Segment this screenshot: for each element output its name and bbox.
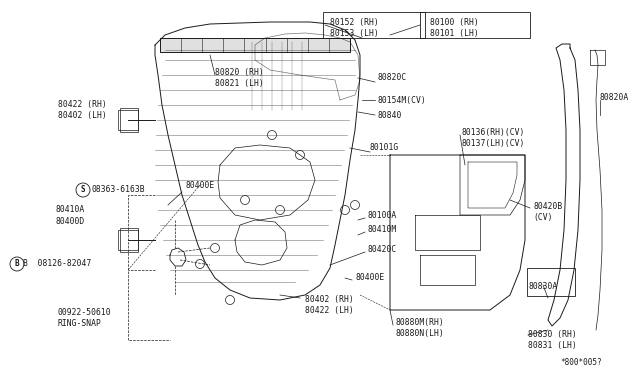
- Text: 80154M(CV): 80154M(CV): [378, 96, 427, 105]
- Bar: [118, 110, 138, 130]
- Bar: [323, 12, 425, 38]
- Text: 80830 (RH)
80831 (LH): 80830 (RH) 80831 (LH): [528, 330, 577, 350]
- Text: 80420C: 80420C: [368, 246, 397, 254]
- Text: 00922-50610
RING-SNAP: 00922-50610 RING-SNAP: [58, 308, 111, 328]
- Text: 80420B
(CV): 80420B (CV): [533, 202, 563, 222]
- Text: 80820 (RH)
80821 (LH): 80820 (RH) 80821 (LH): [215, 68, 264, 88]
- Text: 80402 (RH)
80422 (LH): 80402 (RH) 80422 (LH): [305, 295, 354, 315]
- Text: 80410M: 80410M: [368, 225, 397, 234]
- Text: 80136(RH)(CV)
80137(LH)(CV): 80136(RH)(CV) 80137(LH)(CV): [462, 128, 525, 148]
- Text: 80400D: 80400D: [55, 218, 84, 227]
- Text: 80840: 80840: [378, 110, 403, 119]
- Text: 80820A: 80820A: [600, 93, 629, 103]
- Bar: [527, 268, 575, 296]
- Bar: [120, 228, 138, 252]
- Bar: [120, 108, 138, 132]
- Text: B: B: [15, 260, 19, 269]
- Text: 80100A: 80100A: [368, 211, 397, 219]
- Text: 80400E: 80400E: [185, 180, 214, 189]
- Text: *800*005?: *800*005?: [560, 358, 602, 367]
- Bar: [420, 12, 530, 38]
- Text: 80152 (RH)
80153 (LH): 80152 (RH) 80153 (LH): [330, 18, 379, 38]
- Text: 80410A: 80410A: [55, 205, 84, 215]
- Text: 80400E: 80400E: [355, 273, 384, 282]
- Text: 80820C: 80820C: [378, 74, 407, 83]
- Text: 80880M(RH)
80880N(LH): 80880M(RH) 80880N(LH): [395, 318, 444, 338]
- Text: 80100 (RH)
80101 (LH): 80100 (RH) 80101 (LH): [430, 18, 479, 38]
- Bar: [118, 230, 138, 250]
- Text: S: S: [81, 186, 85, 195]
- Text: 08363-6163B: 08363-6163B: [92, 186, 146, 195]
- Text: 80830A: 80830A: [529, 282, 557, 291]
- Bar: [160, 38, 350, 52]
- Text: 80101G: 80101G: [370, 144, 399, 153]
- Text: 80422 (RH)
80402 (LH): 80422 (RH) 80402 (LH): [58, 100, 107, 120]
- Text: B  08126-82047: B 08126-82047: [23, 260, 92, 269]
